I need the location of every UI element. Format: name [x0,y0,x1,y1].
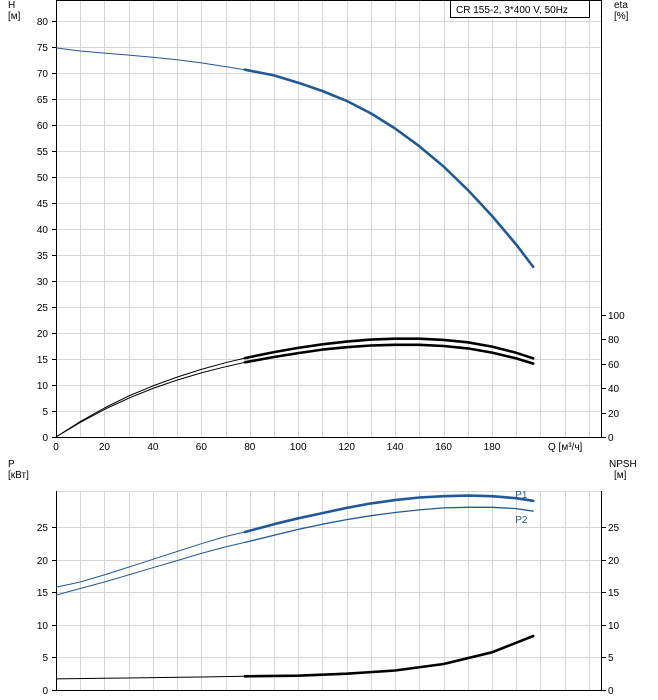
right-tick-label: 60 [608,360,620,371]
left-tick-label: 0 [42,686,48,697]
left-tick-label: 55 [37,147,49,158]
left-axis-label: P [8,459,15,470]
series-p2-line [244,506,534,544]
series-eta-lower-line [243,343,535,365]
left-tick-label: 15 [37,588,49,599]
left-tick-label: 50 [37,173,49,184]
power-npsh-panel: 0 5 10 15 20 25 0 5 10 15 20 25 P[кВт] NPSH[м] P1 P2 [8,459,637,697]
series-eta-upper-extrapolated [55,357,246,438]
left-tick-label: 10 [37,621,49,632]
x-tick-label: 100 [290,442,307,453]
series-eta-lower-extrapolated [55,361,246,438]
x-tick-label: 0 [53,442,59,453]
series-eta-upper-line [243,337,535,360]
left-tick-label: 25 [37,523,49,534]
series-p2-extrapolated [55,541,246,596]
x-tick-label: 60 [196,442,208,453]
right-tick-label: 25 [608,523,620,534]
left-tick-label: 70 [37,69,49,80]
series-p1-extrapolated [55,531,246,588]
left-tick-label: 30 [37,277,49,288]
left-tick-label: 60 [37,121,49,132]
right-tick-label: 0 [608,686,614,697]
right-tick-label: 0 [608,433,614,444]
right-tick-label: 10 [608,621,620,632]
left-tick-label: 80 [37,17,49,28]
series-h-extrapolated [55,47,245,71]
right-tick-label: 20 [608,409,620,420]
x-tick-label: 160 [435,442,452,453]
series-npsh-line [243,634,535,678]
left-tick-label: 0 [42,433,48,444]
left-tick-label: 45 [37,199,49,210]
left-tick-label: 25 [37,303,49,314]
left-tick-label: 10 [37,381,49,392]
left-tick-label: 35 [37,251,49,262]
right-tick-label: 100 [608,311,625,322]
right-axis-unit: [м] [614,470,627,481]
legend-box [450,0,590,18]
right-tick-label: 5 [608,653,614,664]
series-label-p2: P2 [515,515,528,526]
right-tick-label: 15 [608,588,620,599]
right-axis-label: NPSH [609,459,637,470]
series-npsh-extrapolated [55,675,245,680]
left-tick-label: 20 [37,556,49,567]
right-tick-label: 80 [608,335,620,346]
head-efficiency-panel: 0 5 10 15 20 25 30 35 40 45 50 55 60 65 70 75 80 0 20 40 60 8… [8,0,629,453]
legend-title: CR 155-2, 3*400 V, 50Hz [456,5,568,16]
series-h-line [243,68,535,269]
left-tick-label: 5 [42,407,48,418]
left-axis-unit: [кВт] [8,470,29,481]
x-tick-label: 180 [484,442,501,453]
x-tick-label: 20 [99,442,111,453]
series-p1-line [243,494,535,534]
left-axis-label: H [8,0,15,11]
x-tick-label: 140 [387,442,404,453]
right-axis-unit: [%] [614,11,629,22]
x-tick-label: 40 [147,442,159,453]
x-tick-label: 80 [244,442,256,453]
series-label-p1: P1 [515,490,528,501]
left-tick-label: 65 [37,95,49,106]
right-tick-label: 20 [608,556,620,567]
left-tick-label: 75 [37,43,49,54]
right-axis-label: eta [614,0,628,11]
x-tick-label: 120 [338,442,355,453]
left-tick-label: 40 [37,225,49,236]
left-axis-unit: [м] [8,11,21,22]
left-tick-label: 15 [37,355,49,366]
left-tick-label: 5 [42,653,48,664]
right-tick-label: 40 [608,384,620,395]
x-axis-label: Q [м³/ч] [548,442,583,453]
left-tick-label: 20 [37,329,49,340]
